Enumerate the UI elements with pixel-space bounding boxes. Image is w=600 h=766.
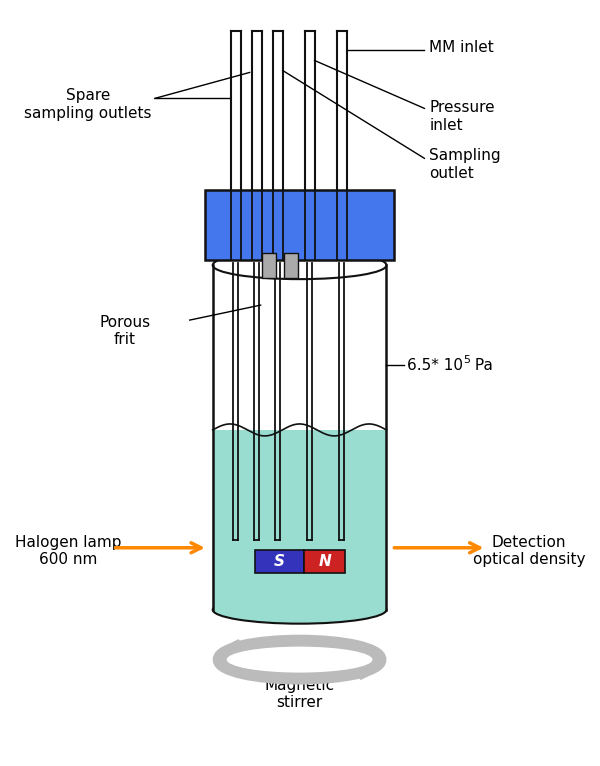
Text: Pa: Pa (470, 358, 493, 372)
Text: 6.5* 10: 6.5* 10 (407, 358, 463, 372)
Text: Spare
sampling outlets: Spare sampling outlets (24, 88, 152, 121)
Bar (262, 254, 275, 278)
Text: Halogen lamp
600 nm: Halogen lamp 600 nm (14, 535, 121, 567)
Bar (214, 265, 385, 430)
Text: MM inlet: MM inlet (430, 40, 494, 55)
Text: 5: 5 (463, 355, 470, 365)
Text: Sampling
outlet: Sampling outlet (430, 149, 501, 181)
Bar (212, 265, 386, 610)
Ellipse shape (212, 596, 386, 624)
Text: N: N (319, 554, 331, 568)
Text: Magnetic
stirrer: Magnetic stirrer (265, 678, 335, 710)
Text: Porous
frit: Porous frit (99, 315, 151, 348)
Bar (304, 550, 344, 573)
Bar (254, 550, 304, 573)
Ellipse shape (227, 647, 373, 673)
Bar (205, 190, 394, 260)
Text: Pressure
inlet: Pressure inlet (430, 100, 495, 133)
Ellipse shape (212, 251, 386, 279)
Text: Detection
optical density: Detection optical density (473, 535, 586, 567)
Text: S: S (274, 554, 284, 568)
Bar (212, 430, 386, 610)
Bar (284, 254, 298, 278)
